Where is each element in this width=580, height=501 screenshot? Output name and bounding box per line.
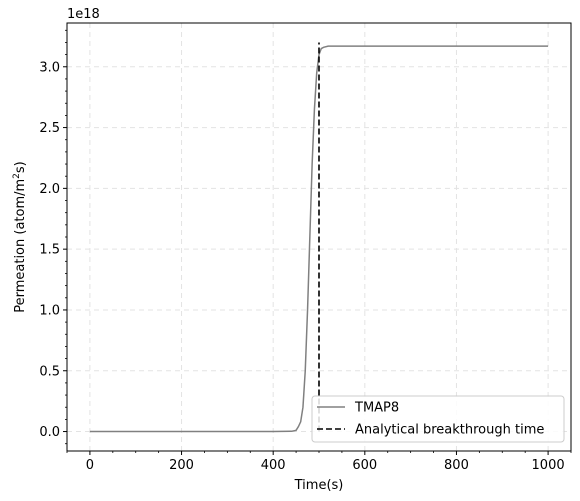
y-tick-label: 0.5	[39, 364, 60, 379]
y-axis-label-tail: s)	[13, 161, 28, 173]
x-tick-label: 200	[169, 458, 194, 473]
x-tick-label: 0	[86, 458, 94, 473]
y-tick-label: 0.0	[39, 425, 60, 440]
x-tick-label: 1000	[532, 458, 565, 473]
y-tick-label: 2.5	[39, 121, 60, 136]
y-tick-label: 3.0	[39, 60, 60, 75]
legend-label: TMAP8	[354, 401, 399, 416]
legend: TMAP8 Analytical breakthrough time	[311, 395, 565, 443]
x-axis-label: Time(s)	[294, 478, 344, 493]
x-tick-label: 800	[444, 458, 469, 473]
x-tick-label: 600	[352, 458, 377, 473]
legend-label: Analytical breakthrough time	[355, 423, 544, 438]
y-axis-label-superscript: 2	[12, 173, 22, 179]
y-tick-label: 1.5	[39, 243, 60, 258]
y-offset-text: 1e18	[67, 7, 100, 22]
legend-box	[311, 395, 565, 443]
x-tick-label: 400	[261, 458, 286, 473]
y-axis-label-main: Permeation (atom/m	[13, 179, 28, 313]
y-tick-label: 1.0	[39, 303, 60, 318]
ticks-layer: 0 200 400 600 800 1000 0.0 0.5 1.0 1.5 2.0 2.5 3.0	[39, 29, 572, 473]
tmap8-series-line	[89, 45, 549, 433]
series-layer	[89, 42, 549, 433]
y-tick-label: 2.0	[39, 182, 60, 197]
y-axis-label: Permeation (atom/m2s)	[12, 161, 28, 313]
